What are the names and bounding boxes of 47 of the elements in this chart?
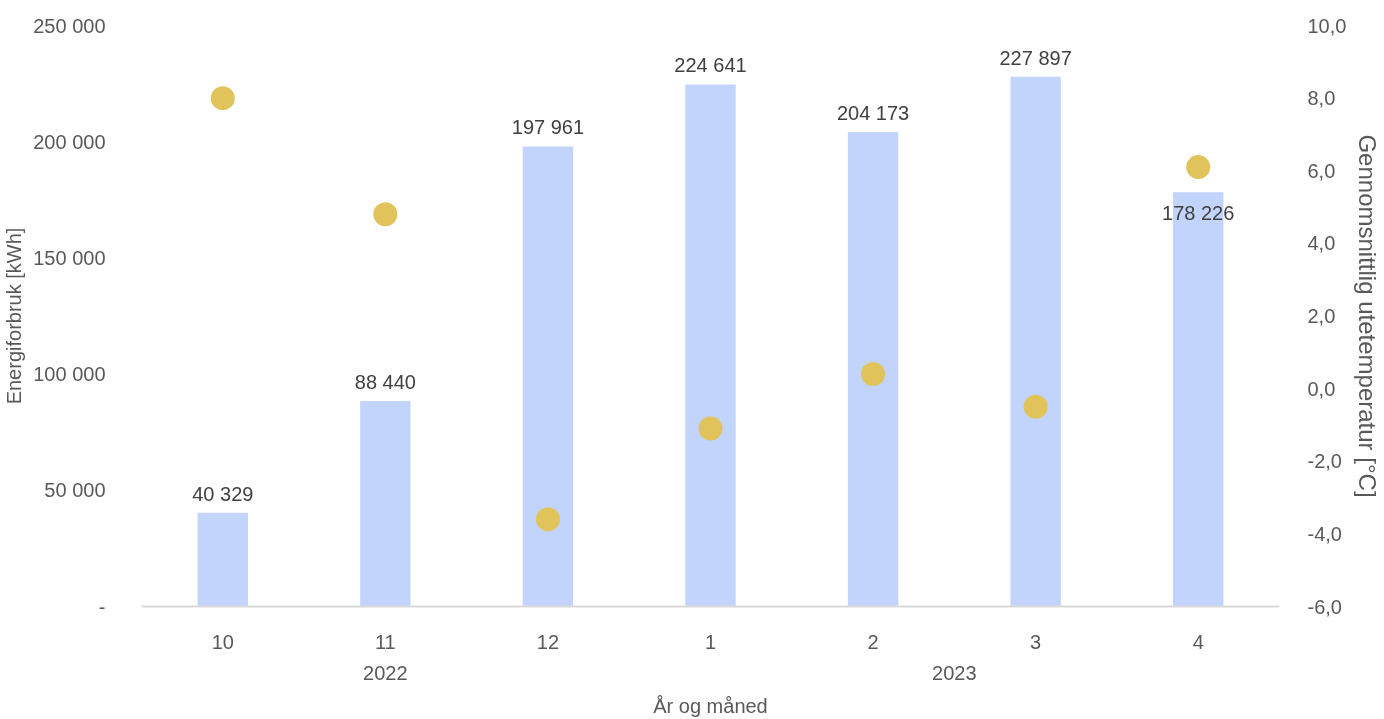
point <box>1023 394 1048 419</box>
point <box>698 416 723 441</box>
data-label: 224 641 <box>674 54 747 77</box>
x-tick-label: 10 <box>211 630 234 653</box>
point <box>1186 155 1211 180</box>
bar <box>197 512 248 607</box>
x-axis-title: År og måned <box>653 694 768 717</box>
y2-axis-title: Gennomsnittlig utetemperatur [°C] <box>1354 134 1382 498</box>
text: 2023 <box>932 661 977 684</box>
y2-tick-label: -6,0 <box>1307 595 1342 618</box>
x-tick-label: 11 <box>374 630 396 653</box>
data-label: 40 329 <box>192 482 254 505</box>
y-tick-label: 100 000 <box>33 363 106 386</box>
point <box>373 202 398 227</box>
y-tick-label: - <box>98 595 106 618</box>
data-label: 204 173 <box>836 102 910 124</box>
bar <box>685 84 736 607</box>
y2-tick-label: 0,0 <box>1307 377 1336 400</box>
x-tick-label: 3 <box>1030 630 1042 653</box>
x-tick-label: 12 <box>536 630 560 653</box>
y-tick-label: 50 000 <box>44 479 106 502</box>
y2-tick-label: -2,0 <box>1307 450 1342 473</box>
x-tick-label: 4 <box>1192 630 1204 653</box>
data-label: 178 226 <box>1162 202 1235 225</box>
y-tick-label: 200 000 <box>33 130 106 153</box>
text: 2022 <box>363 661 408 684</box>
data-label: 227 897 <box>999 46 1072 69</box>
bar <box>847 132 899 607</box>
y-tick-label: 150 000 <box>33 246 106 269</box>
y2-tick-label: -4,0 <box>1307 522 1342 545</box>
y-tick-label: 250 000 <box>33 14 106 37</box>
point <box>210 86 235 111</box>
y2-tick-label: 6,0 <box>1307 159 1336 182</box>
y2-tick-label: 8,0 <box>1307 87 1336 110</box>
data-label: 88 440 <box>354 370 416 393</box>
bar <box>522 146 574 607</box>
data-label: 197 961 <box>511 116 585 139</box>
bar <box>360 400 411 607</box>
y-axis-title: Energiforbruk [kWh] <box>3 227 26 405</box>
y2-tick-label: 10,0 <box>1307 14 1347 37</box>
bar <box>1010 76 1061 607</box>
point <box>861 362 886 387</box>
y2-tick-label: 2,0 <box>1307 305 1336 327</box>
y2-tick-label: 4,0 <box>1307 232 1336 255</box>
point <box>535 507 560 532</box>
x-tick-label: 2 <box>867 630 879 653</box>
x-tick-label: 1 <box>704 630 717 653</box>
